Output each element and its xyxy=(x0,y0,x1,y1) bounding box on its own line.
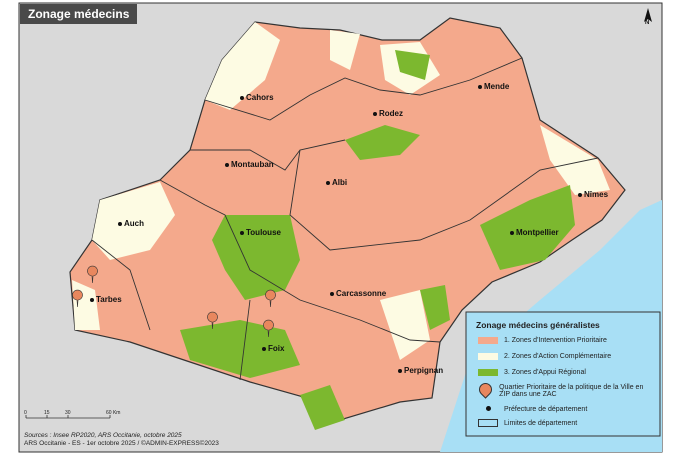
city-label: Perpignan xyxy=(398,366,443,375)
scale-bar xyxy=(25,415,111,419)
scale-tick: 60 Km xyxy=(106,410,121,416)
legend-title: Zonage médecins généralistes xyxy=(476,320,600,330)
city-label: Nîmes xyxy=(578,190,608,199)
prefecture-dot xyxy=(262,346,266,351)
prefecture-dot xyxy=(118,221,122,226)
sources: Sources : Insee RP2020, ARS Occitanie, o… xyxy=(24,432,219,447)
prefecture-dot xyxy=(373,111,377,116)
north-label: N xyxy=(645,20,650,26)
legend: Zonage médecins généralistes 1. Zones d'… xyxy=(466,312,660,436)
prefecture-dot xyxy=(90,297,94,302)
city-label: Rodez xyxy=(373,109,403,118)
legend-item-prefecture: Préfecture de département xyxy=(478,406,587,413)
scale-tick: 0 xyxy=(24,410,27,416)
city-label: Tarbes xyxy=(90,295,122,304)
legend-item-zip: 1. Zones d'Intervention Prioritaire xyxy=(478,337,607,344)
scale-tick: 15 xyxy=(44,410,50,416)
prefecture-dot xyxy=(398,368,402,373)
city-label: Montauban xyxy=(225,160,274,169)
prefecture-dot xyxy=(330,291,334,296)
city-label: Carcassonne xyxy=(330,289,386,298)
city-label: Mende xyxy=(478,82,509,91)
prefecture-dot xyxy=(510,230,514,235)
legend-box xyxy=(465,311,661,437)
prefecture-dot xyxy=(578,192,582,197)
city-label: Cahors xyxy=(240,93,274,102)
legend-item-qpv: Quartier Prioritaire de la politique de … xyxy=(476,380,653,399)
qpv-pins xyxy=(72,265,276,338)
city-label: Toulouse xyxy=(240,228,281,237)
city-label: Albi xyxy=(326,178,347,187)
prefecture-dot xyxy=(240,230,244,235)
department-boundaries xyxy=(91,57,599,381)
prefecture-dot xyxy=(478,84,482,89)
legend-item-zac: 2. Zones d'Action Complémentaire xyxy=(478,353,611,360)
city-label: Montpellier xyxy=(510,228,559,237)
legend-item-limits: Limites de département xyxy=(478,419,577,427)
prefecture-dot xyxy=(240,95,244,100)
north-arrow xyxy=(644,8,652,22)
map-title: Zonage médecins xyxy=(20,4,138,24)
prefecture-dot xyxy=(326,180,330,185)
prefecture-dot xyxy=(225,162,229,167)
zar-areas xyxy=(180,50,575,430)
city-label: Foix xyxy=(262,344,284,353)
legend-item-zar: 3. Zones d'Appui Régional xyxy=(478,369,586,376)
scale-tick: 30 xyxy=(65,410,71,416)
city-label: Auch xyxy=(118,219,144,228)
